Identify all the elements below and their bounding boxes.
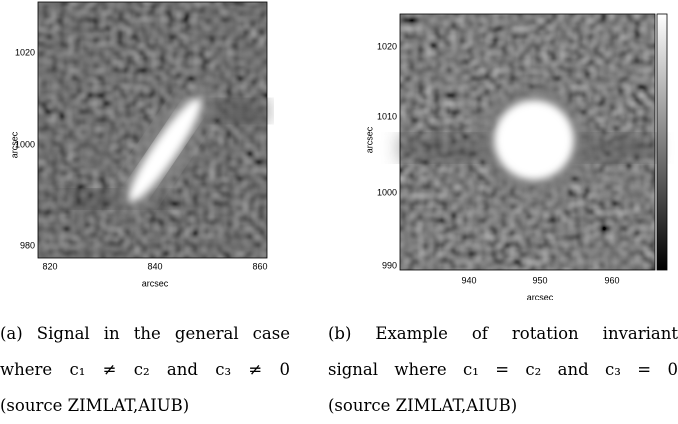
image-a [38,2,267,258]
x-axis-label: arcsec [527,292,554,300]
x-tick-label: 840 [147,261,162,271]
y-axis-label: arcsec [364,126,374,153]
caption-line: signal where c₁ = c₂ and c₃ = 0 [328,352,678,388]
x-tick-label: 940 [461,275,476,285]
x-axis-label: arcsec [142,278,169,288]
y-tick-label: 1020 [377,41,397,51]
colorbar [657,14,667,270]
caption-line: (source ZIMLAT,AIUB) [328,388,678,424]
x-tick-label: 860 [252,261,267,271]
y-tick-label: 1010 [377,111,397,121]
y-tick-label: 1020 [15,47,35,57]
y-tick-label: 1000 [377,187,397,197]
caption-line: (source ZIMLAT,AIUB) [0,388,290,424]
figure: 1020 1000 980 820 840 860 arcsec arcsec 1020 1010… [0,0,678,422]
x-tick-label: 950 [532,275,547,285]
x-tick-label: 820 [42,261,57,271]
y-tick-label: 990 [382,260,397,270]
caption-line: (a) Signal in the general case [0,316,290,352]
caption-line: (b) Example of rotation invariant [328,316,678,352]
image-b [400,14,667,270]
y-tick-label: 980 [20,240,35,250]
x-tick-label: 960 [604,275,619,285]
caption-line: where c₁ ≠ c₂ and c₃ ≠ 0 [0,352,290,388]
figure-panels: 1020 1000 980 820 840 860 arcsec arcsec 1020 1010… [0,0,678,300]
y-axis-label: arcsec [9,131,19,158]
